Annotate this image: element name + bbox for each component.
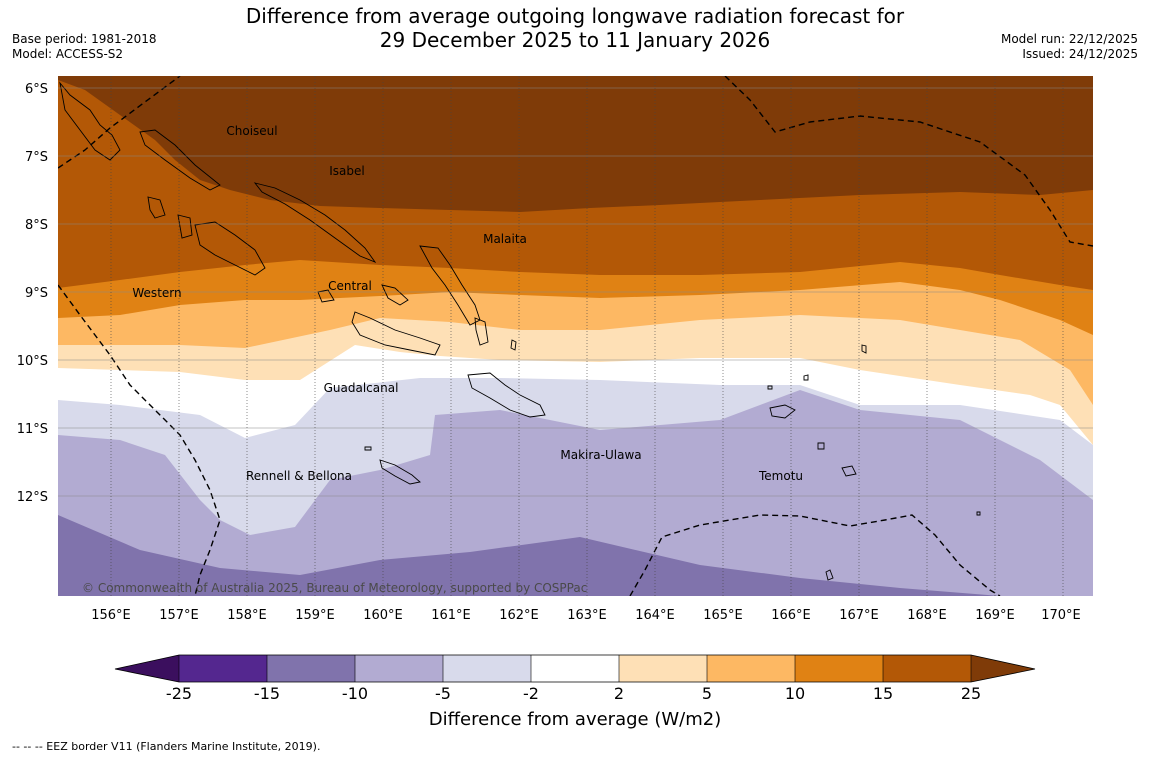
lon-label: 157°E	[159, 608, 199, 623]
copyright-text: © Commonwealth of Australia 2025, Bureau…	[82, 581, 587, 595]
region-label-western: Western	[132, 286, 181, 300]
map-title: Difference from average outgoing longwav…	[0, 4, 1150, 52]
colorbar-swatch	[883, 655, 971, 682]
lon-label: 156°E	[91, 608, 131, 623]
colorbar	[114, 654, 1036, 683]
lon-label: 164°E	[635, 608, 675, 623]
title-line-2: 29 December 2025 to 11 January 2026	[379, 28, 771, 52]
colorbar-tick: -5	[435, 684, 451, 703]
colorbar-tick: -25	[166, 684, 192, 703]
lon-label: 168°E	[907, 608, 947, 623]
colorbar-tick: -10	[342, 684, 368, 703]
model-run: Model run: 22/12/2025	[1000, 32, 1138, 46]
colorbar-swatch	[267, 655, 355, 682]
lon-label: 159°E	[295, 608, 335, 623]
lat-label: 12°S	[17, 490, 48, 505]
eez-borders	[58, 76, 1093, 596]
lon-label: 170°E	[1041, 608, 1081, 623]
colorbar-extend-low	[115, 655, 179, 682]
region-label-guadalcanal: Guadalcanal	[324, 381, 399, 395]
region-label-malaita: Malaita	[483, 232, 527, 246]
band-over-25	[58, 76, 1093, 212]
lon-label: 169°E	[975, 608, 1015, 623]
lon-label: 167°E	[839, 608, 879, 623]
region-label-central: Central	[328, 279, 372, 293]
colorbar-label: Difference from average (W/m2)	[428, 709, 722, 730]
lon-label: 163°E	[567, 608, 607, 623]
issued-date: Issued: 24/12/2025	[1022, 47, 1138, 61]
colorbar-tick: 25	[961, 684, 981, 703]
region-label-isabel: Isabel	[329, 164, 364, 178]
model-name: Model: ACCESS-S2	[12, 47, 124, 61]
colorbar-ticks: -25 -15 -10 -5 -2 2 5 10 15 25	[166, 684, 981, 703]
lat-label: 7°S	[25, 150, 48, 165]
colorbar-swatch	[707, 655, 795, 682]
lon-label: 160°E	[363, 608, 403, 623]
lon-label: 165°E	[703, 608, 743, 623]
lat-label: 11°S	[17, 422, 48, 437]
colorbar-swatch	[443, 655, 531, 682]
base-period: Base period: 1981-2018	[12, 32, 157, 46]
colorbar-tick: 15	[873, 684, 893, 703]
title-line-1: Difference from average outgoing longwav…	[245, 4, 905, 28]
lat-label: 9°S	[25, 286, 48, 301]
colorbar-swatch	[619, 655, 707, 682]
colorbar-tick: 2	[614, 684, 624, 703]
lat-label: 6°S	[25, 82, 48, 97]
region-label-rennell-bellona: Rennell & Bellona	[246, 469, 352, 483]
colorbar-swatch	[355, 655, 443, 682]
meta-left: Base period: 1981-2018 Model: ACCESS-S2	[12, 32, 157, 62]
lat-label: 10°S	[17, 354, 48, 369]
lat-labels: 6°S 7°S 8°S 9°S 10°S 11°S 12°S	[17, 82, 48, 505]
graticule	[58, 76, 1093, 596]
lon-label: 158°E	[227, 608, 267, 623]
eez-legend-note: -- -- -- EEZ border V11 (Flanders Marine…	[12, 740, 321, 753]
colorbar-swatch	[795, 655, 883, 682]
lon-label: 161°E	[431, 608, 471, 623]
lon-labels: 156°E 157°E 158°E 159°E 160°E 161°E 162°…	[91, 608, 1081, 623]
colorbar-tick: 10	[785, 684, 805, 703]
region-labels: Choiseul Isabel Malaita Western Central …	[132, 124, 803, 483]
colorbar-tick: -2	[523, 684, 539, 703]
colorbar-tick: -15	[254, 684, 280, 703]
region-label-temotu: Temotu	[758, 469, 803, 483]
colorbar-extend-high	[971, 655, 1035, 682]
region-label-makira-ulawa: Makira-Ulawa	[560, 448, 641, 462]
lon-label: 166°E	[771, 608, 811, 623]
lon-label: 162°E	[499, 608, 539, 623]
colorbar-swatch	[531, 655, 619, 682]
coastlines	[59, 81, 981, 581]
region-label-choiseul: Choiseul	[226, 124, 277, 138]
lat-label: 8°S	[25, 218, 48, 233]
colorbar-tick: 5	[702, 684, 712, 703]
meta-right: Model run: 22/12/2025 Issued: 24/12/2025	[1001, 32, 1138, 62]
anomaly-field	[58, 76, 1093, 596]
colorbar-swatch	[179, 655, 267, 682]
